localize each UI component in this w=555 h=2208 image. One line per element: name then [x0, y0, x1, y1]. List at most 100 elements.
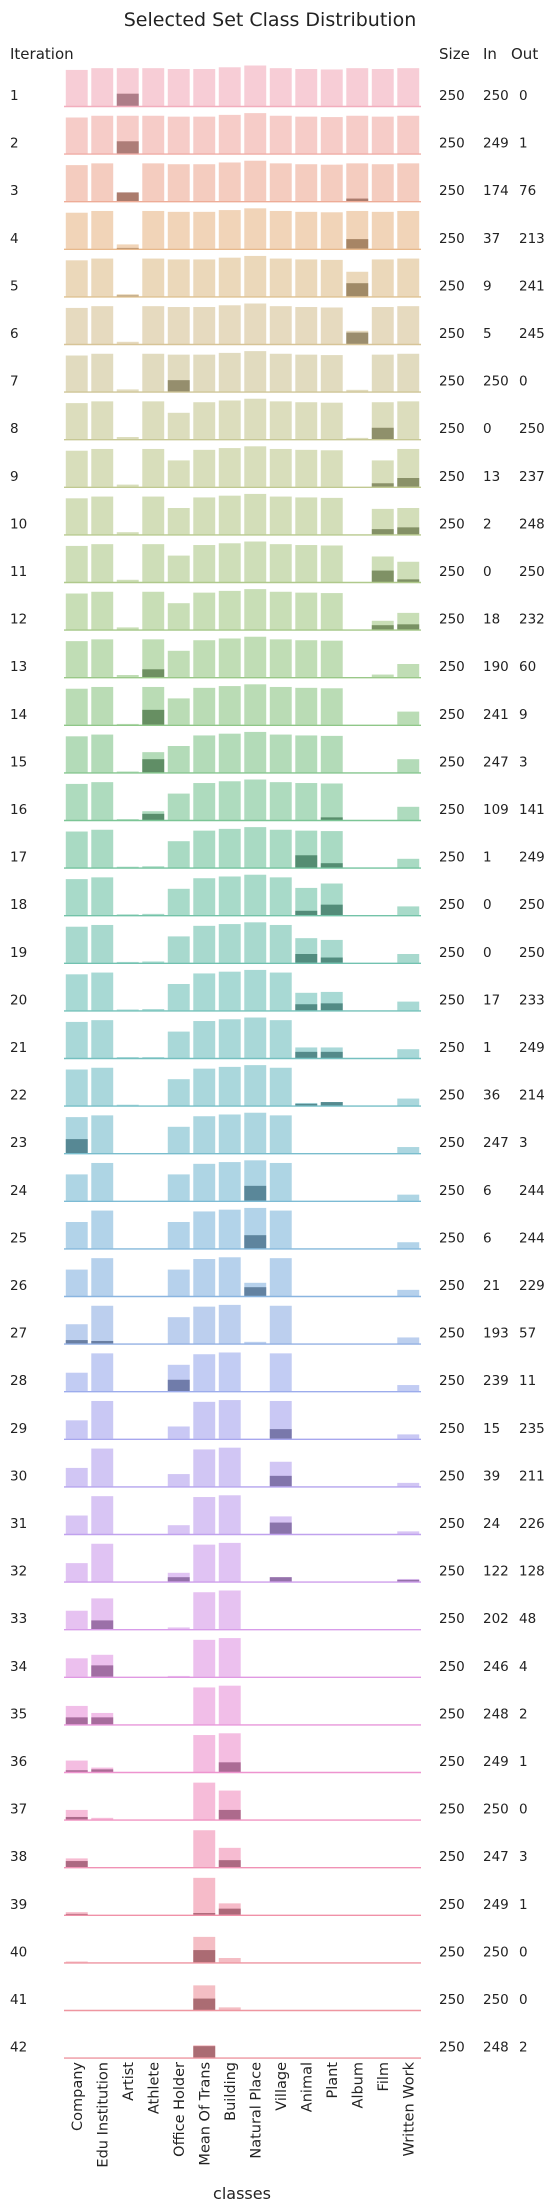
- pool-bar: [371, 460, 394, 487]
- pool-bar: [167, 460, 190, 487]
- pool-bar: [295, 402, 318, 440]
- pool-bar: [295, 887, 318, 916]
- pool-bar: [218, 2007, 241, 2010]
- pool-bar: [193, 116, 216, 154]
- size-value: 250: [439, 374, 465, 390]
- pool-bar: [167, 508, 190, 535]
- pool-bar: [397, 906, 420, 916]
- selected-bar: [346, 332, 369, 344]
- pool-bar: [218, 1400, 241, 1439]
- in-value: 0: [483, 564, 492, 580]
- pool-bar: [167, 746, 190, 773]
- pool-bar: [65, 736, 88, 773]
- selected-bar: [397, 624, 420, 630]
- iteration-row: 12 250 18 232: [10, 589, 545, 631]
- selected-bar: [65, 1913, 88, 1915]
- selected-bar: [65, 1816, 88, 1820]
- pool-bar: [167, 603, 190, 630]
- out-value: 11: [519, 1373, 536, 1389]
- in-value: 246: [483, 1659, 509, 1675]
- pool-bar: [346, 389, 369, 392]
- pool-bar: [167, 1317, 190, 1344]
- pool-bar: [397, 858, 420, 868]
- iteration-label: 41: [10, 1992, 27, 2008]
- iteration-row: 19 250 0 250: [10, 922, 545, 964]
- iteration-label: 20: [10, 992, 27, 1008]
- selected-bar: [218, 1908, 241, 1915]
- pool-bar: [218, 1447, 241, 1487]
- pool-bar: [218, 1209, 241, 1249]
- pool-bar: [397, 448, 420, 487]
- pool-bar: [397, 1434, 420, 1439]
- pool-bar: [218, 1019, 241, 1058]
- pool-bar: [91, 258, 114, 297]
- pool-bar: [218, 828, 241, 868]
- pool-bar: [193, 1401, 216, 1439]
- pool-bar: [193, 783, 216, 820]
- pool-bar: [269, 734, 292, 773]
- selected-bar: [244, 1235, 267, 1249]
- in-value: 247: [483, 1849, 509, 1865]
- iteration-row: 34 250 246 4: [10, 1638, 528, 1679]
- size-value: 250: [439, 1564, 465, 1580]
- pool-bar: [397, 1482, 420, 1487]
- iteration-row: 27 250 193 57: [10, 1304, 536, 1345]
- selected-bar: [91, 1620, 114, 1630]
- in-value: 18: [483, 612, 500, 628]
- iteration-row: 33 250 202 48: [10, 1590, 536, 1631]
- pool-bar: [167, 1031, 190, 1058]
- pool-bar: [371, 116, 394, 154]
- pool-bar: [65, 1420, 88, 1439]
- iteration-row: 21 250 1 249: [10, 1017, 545, 1060]
- pool-bar: [320, 640, 343, 678]
- in-value: 250: [483, 1992, 509, 2008]
- pool-bar: [397, 1001, 420, 1011]
- pool-bar: [397, 1531, 420, 1534]
- in-value: 1: [483, 850, 492, 866]
- pool-bar: [116, 437, 139, 440]
- iteration-label: 4: [10, 231, 19, 247]
- selected-bar: [371, 529, 394, 535]
- pool-bar: [193, 259, 216, 297]
- pool-bar: [116, 866, 139, 868]
- pool-bar: [320, 69, 343, 106]
- pool-bar: [91, 1210, 114, 1249]
- pool-bar: [244, 779, 267, 820]
- out-value: 3: [519, 754, 528, 770]
- out-value: 248: [519, 516, 545, 532]
- pool-bar: [65, 260, 88, 297]
- pool-bar: [346, 163, 369, 202]
- iteration-row: 29 250 15 235: [10, 1400, 545, 1441]
- iteration-row: 5 250 9 241: [10, 255, 545, 298]
- pool-bar: [320, 259, 343, 297]
- selected-bar: [371, 427, 394, 440]
- pool-bar: [116, 961, 139, 963]
- size-header: Size: [439, 45, 470, 63]
- pool-bar: [167, 69, 190, 106]
- in-value: 9: [483, 278, 492, 294]
- pool-bar: [244, 398, 267, 440]
- pool-bar: [397, 561, 420, 582]
- iteration-header: Iteration: [10, 45, 74, 63]
- pool-bar: [193, 307, 216, 344]
- pool-bar: [269, 496, 292, 535]
- selected-bar: [371, 625, 394, 630]
- in-value: 250: [483, 1944, 509, 1960]
- size-value: 250: [439, 612, 465, 628]
- pool-bar: [142, 163, 165, 202]
- iteration-row: 4 250 37 213: [10, 208, 545, 251]
- pool-bar: [244, 446, 267, 487]
- out-value: 213: [519, 231, 545, 247]
- iteration-label: 37: [10, 1802, 27, 1818]
- pool-bar: [193, 1544, 216, 1582]
- x-tick-label: Film: [376, 2062, 392, 2091]
- in-value: 6: [483, 1230, 492, 1246]
- selected-bar: [218, 1860, 241, 1868]
- selected-bar: [167, 380, 190, 392]
- size-value: 250: [439, 88, 465, 104]
- pool-bar: [218, 305, 241, 344]
- pool-bar: [91, 1305, 114, 1344]
- selected-bar: [167, 1577, 190, 1582]
- pool-bar: [116, 771, 139, 773]
- pool-bar: [320, 307, 343, 344]
